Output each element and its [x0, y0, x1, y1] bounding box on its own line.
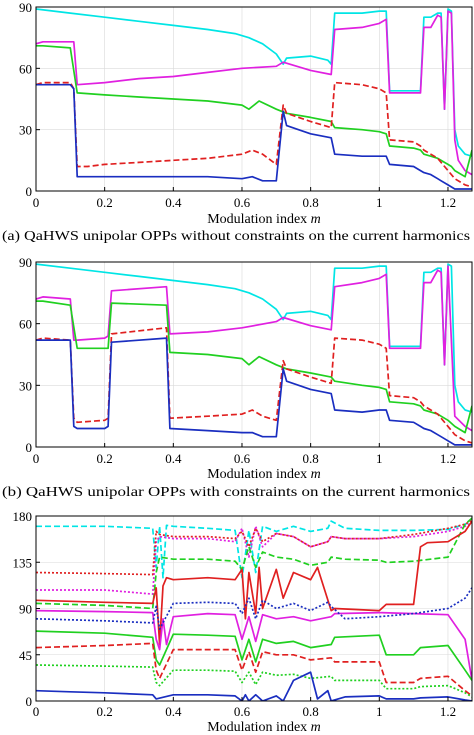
x-tick-label: 0.6 [234, 451, 251, 466]
x-tick-label: 0.2 [97, 451, 113, 466]
x-tick-label: 1 [376, 704, 383, 719]
y-tick-label: 0 [26, 694, 33, 709]
x-axis-variable: m [311, 467, 321, 482]
series-line-6 [36, 609, 472, 681]
y-tick-label: 180 [13, 509, 33, 524]
x-tick-label: 1.2 [440, 195, 456, 210]
series-line-3 [36, 519, 472, 576]
series-line-8 [36, 630, 472, 681]
x-tick-label: 0.6 [234, 195, 251, 210]
x-tick-label: 0.8 [303, 704, 319, 719]
x-tick-label: 0.4 [165, 451, 182, 466]
y-tick-label: 90 [19, 602, 32, 617]
y-tick-label: 30 [19, 378, 32, 393]
x-tick-label: 0.6 [234, 704, 251, 719]
x-tick-label: 1 [376, 451, 383, 466]
series-line-11 [36, 671, 472, 701]
panel-caption: (b) QaHWS unipolar OPPs with constraints… [2, 485, 470, 500]
series-line-9 [36, 642, 472, 697]
x-tick-label: 0 [33, 704, 40, 719]
series-line-2 [36, 522, 472, 595]
series-line-10 [36, 664, 472, 698]
chart-panel-1: 0 0.2 0.4 0.6 0.8 1 1.2 0 30 60 90 Modulation index… [2, 0, 473, 244]
chart-panel-2: 0 0.2 0.4 0.6 0.8 1 1.2 0 30 60 90 Modulation index… [2, 255, 473, 500]
y-tick-label: 0 [26, 440, 33, 455]
x-tick-label: 0 [33, 195, 40, 210]
x-tick-label: 0 [33, 451, 40, 466]
x-axis-label: Modulation index m [207, 212, 321, 227]
x-tick-label: 0.4 [165, 195, 182, 210]
x-tick-label: 1.2 [440, 704, 456, 719]
x-tick-label: 0.2 [97, 704, 113, 719]
x-axis-label-text: Modulation index [207, 212, 310, 227]
series-line-5 [36, 83, 472, 190]
y-tick-label: 90 [19, 255, 32, 270]
series-line-4 [36, 517, 472, 610]
series-group [36, 263, 472, 446]
x-tick-label: 0.2 [97, 195, 113, 210]
series-group [36, 517, 472, 701]
series-line-2 [36, 265, 472, 432]
x-tick-label: 0.4 [165, 704, 182, 719]
x-axis-variable: m [311, 720, 321, 735]
y-tick-label: 60 [19, 317, 32, 332]
series-line-4 [36, 81, 472, 188]
x-tick-label: 1.2 [440, 451, 456, 466]
series-line-3 [36, 44, 472, 178]
series-line-4 [36, 326, 472, 444]
axes-frame [35, 6, 473, 192]
x-axis-label: Modulation index m [207, 720, 321, 735]
series-group [36, 8, 472, 190]
x-axis-label: Modulation index m [207, 467, 321, 482]
series-line-5 [36, 337, 472, 446]
panel-caption: (a) QaHWS unipolar OPPs without constrai… [2, 229, 470, 244]
series-line-5 [36, 520, 472, 646]
y-tick-label: 0 [26, 184, 33, 199]
x-tick-label: 0.8 [303, 195, 319, 210]
x-tick-label: 1 [376, 195, 383, 210]
series-line-1 [36, 520, 472, 579]
x-axis-label-text: Modulation index [207, 467, 310, 482]
x-axis-label-text: Modulation index [207, 720, 310, 735]
series-line-7 [36, 587, 472, 630]
x-axis-variable: m [311, 212, 321, 227]
x-tick-label: 0.8 [303, 451, 319, 466]
axes-frame [35, 261, 473, 448]
y-tick-label: 135 [13, 555, 33, 570]
y-tick-label: 60 [19, 61, 32, 76]
y-tick-label: 90 [19, 0, 32, 15]
series-line-2 [36, 10, 472, 176]
chart-panel-3: 0 0.2 0.4 0.6 0.8 1 1.2 0 45 90 135 180 Modulation i… [13, 509, 473, 735]
y-tick-label: 45 [19, 648, 32, 663]
series-line-3 [36, 300, 472, 434]
y-tick-label: 30 [19, 123, 32, 138]
